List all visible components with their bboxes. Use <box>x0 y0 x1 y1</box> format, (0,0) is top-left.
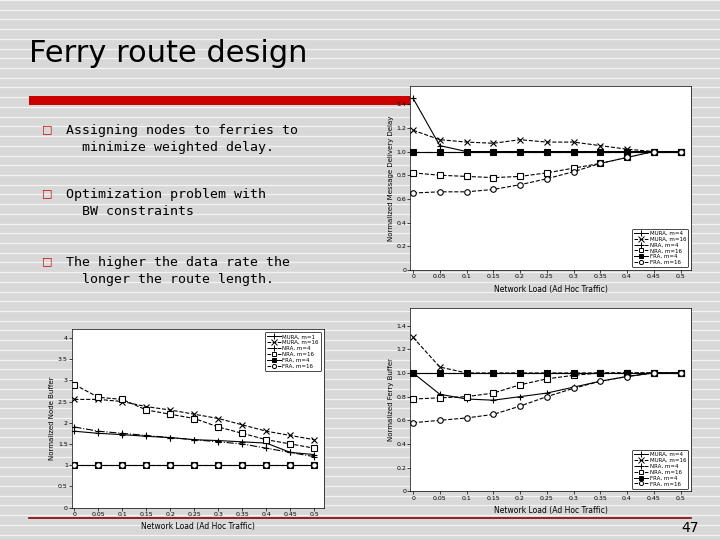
Y-axis label: Normalized Message Delivery Delay: Normalized Message Delivery Delay <box>387 116 394 241</box>
Legend: MURA, m=4, MURA, m=16, NRA, m=4, NRA, m=16, FRA, m=4, FRA, m=16: MURA, m=4, MURA, m=16, NRA, m=4, NRA, m=… <box>632 228 688 267</box>
Legend: MURA, m=1, MURA, m=16, NRA, m=4, NRA, m=16, FRA, m=4, FRA, m=16: MURA, m=1, MURA, m=16, NRA, m=4, NRA, m=… <box>265 332 321 371</box>
X-axis label: Network Load (Ad Hoc Traffic): Network Load (Ad Hoc Traffic) <box>494 506 608 515</box>
Text: The higher the data rate the
  longer the route length.: The higher the data rate the longer the … <box>66 256 289 286</box>
Y-axis label: Normalized Node Buffer: Normalized Node Buffer <box>49 377 55 460</box>
Text: Ferry route design: Ferry route design <box>29 39 307 69</box>
Text: Assigning nodes to ferries to
  minimize weighted delay.: Assigning nodes to ferries to minimize w… <box>66 124 298 154</box>
Text: □: □ <box>42 256 53 266</box>
Text: Optimization problem with
  BW constraints: Optimization problem with BW constraints <box>66 188 266 218</box>
X-axis label: Network Load (Ad Hoc Traffic): Network Load (Ad Hoc Traffic) <box>494 285 608 294</box>
Text: 47: 47 <box>681 521 698 535</box>
Text: □: □ <box>42 124 53 134</box>
Legend: MURA, m=4, MURA, m=16, NRA, m=4, NRA, m=16, FRA, m=4, FRA, m=16: MURA, m=4, MURA, m=16, NRA, m=4, NRA, m=… <box>632 450 688 489</box>
X-axis label: Network Load (Ad Hoc Traffic): Network Load (Ad Hoc Traffic) <box>141 522 255 531</box>
Text: □: □ <box>42 188 53 198</box>
Y-axis label: Normalized Ferry Buffer: Normalized Ferry Buffer <box>387 358 394 441</box>
